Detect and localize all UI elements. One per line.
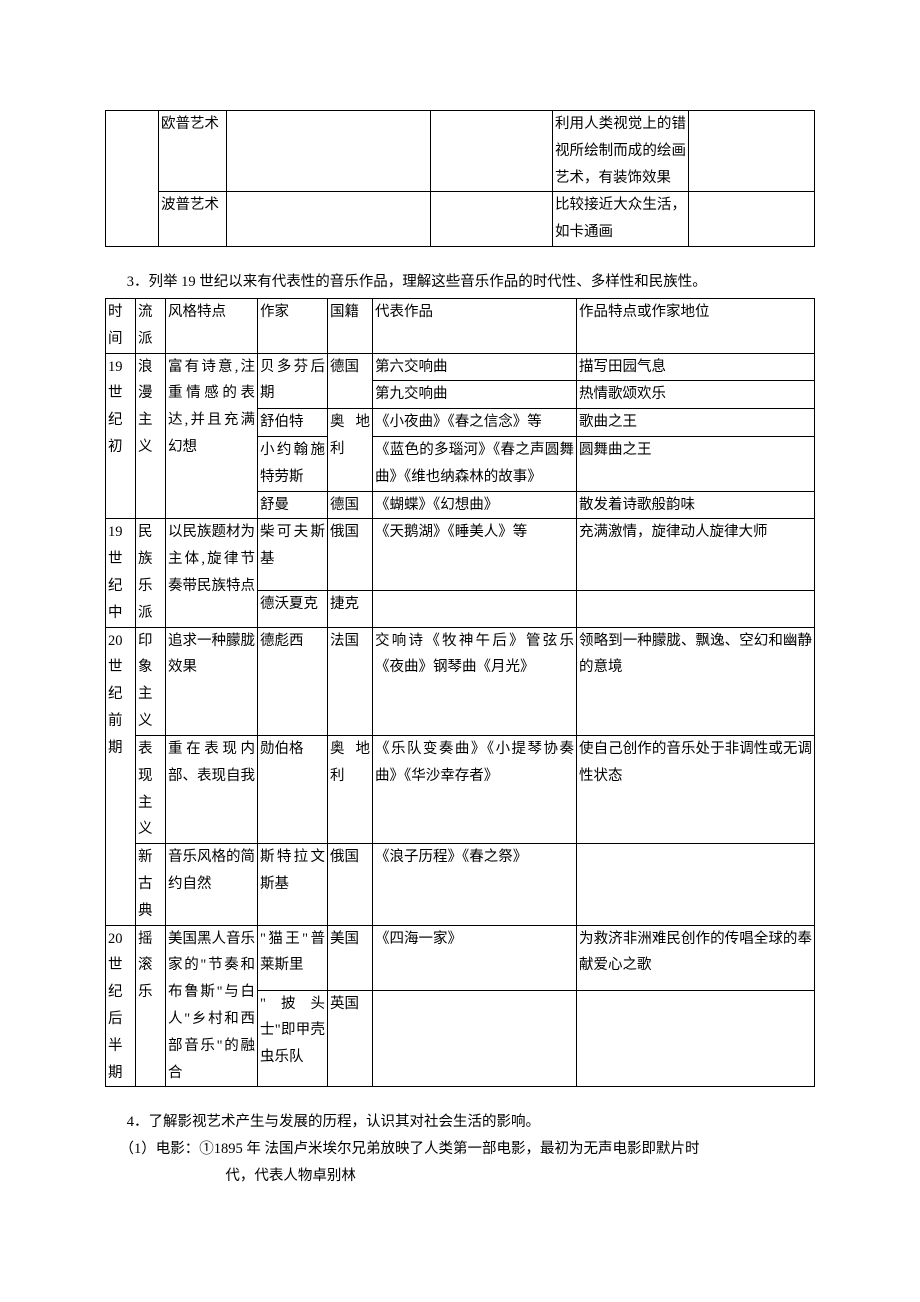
cell-school: 印象主义	[136, 627, 166, 735]
cell-school: 民族乐派	[136, 519, 166, 627]
cell-school: 摇滚乐	[136, 925, 166, 1087]
cell-work: 《四海一家》	[373, 925, 577, 990]
table-row: 表现主义 重在表现内部、表现自我 勋伯格 奥地利 《乐队变奏曲》《小提琴协奏曲》…	[106, 735, 815, 843]
cell	[227, 111, 431, 192]
col-style: 风格特点	[166, 298, 258, 353]
table-header-row: 时间 流派 风格特点 作家 国籍 代表作品 作品特点或作家地位	[106, 298, 815, 353]
table-row: 波普艺术 比较接近大众生活，如卡通画	[106, 192, 815, 247]
cell-note	[577, 591, 815, 628]
cell-work: 《蓝色的多瑙河》《春之声圆舞曲》《维也纳森林的故事》	[373, 436, 577, 491]
cell-nation: 俄国	[328, 519, 373, 591]
cell-work: 《小夜曲》《春之信念》等	[373, 409, 577, 437]
col-nation: 国籍	[328, 298, 373, 353]
cell	[227, 192, 431, 247]
table-row: 20世纪后半期 摇滚乐 美国黑人音乐家的"节奏和布鲁斯"与白人"乡村和西部音乐"…	[106, 925, 815, 990]
cell-note: 热情歌颂欢乐	[577, 381, 815, 409]
film-prefix: （1）电影：①	[120, 1141, 214, 1157]
film-text: 1895 年 法国卢米埃尔兄弟放映了人类第一部电影，最初为无声电影即默片时	[214, 1141, 700, 1157]
cell-author: 斯特拉文斯基	[258, 844, 328, 925]
cell	[689, 192, 815, 247]
cell-work: 《乐队变奏曲》《小提琴协奏曲》《华沙幸存者》	[373, 735, 577, 843]
cell-note	[577, 844, 815, 925]
cell-author: 勋伯格	[258, 735, 328, 843]
cell-author: 贝多芬后期	[258, 353, 328, 409]
cell-nation: 奥地利	[328, 735, 373, 843]
cell-style: 富有诗意,注重情感的表达,并且充满幻想	[166, 353, 258, 519]
cell-work: 第九交响曲	[373, 381, 577, 409]
cell: 波普艺术	[159, 192, 227, 247]
cell-school: 新古典	[136, 844, 166, 925]
cell-nation: 美国	[328, 925, 373, 990]
cell-nation: 奥地利	[328, 409, 373, 491]
cell-work: 《蝴蝶》《幻想曲》	[373, 491, 577, 519]
cell-author: 德彪西	[258, 627, 328, 735]
cell-nation: 俄国	[328, 844, 373, 925]
cell-author: 小约翰施特劳斯	[258, 436, 328, 491]
cell-nation: 捷克	[328, 591, 373, 628]
table-row: 新古典 音乐风格的简约自然 斯特拉文斯基 俄国 《浪子历程》《春之祭》	[106, 844, 815, 925]
cell-era: 20世纪后半期	[106, 925, 136, 1087]
cell-author: 柴可夫斯基	[258, 519, 328, 591]
cell-note: 描写田园气息	[577, 353, 815, 381]
cell	[431, 192, 553, 247]
cell-author: "披头士"即甲壳虫乐队	[258, 990, 328, 1087]
cell-school: 表现主义	[136, 735, 166, 843]
cell-era: 20世纪前期	[106, 627, 136, 925]
cell	[106, 111, 159, 247]
col-era: 时间	[106, 298, 136, 353]
cell-era: 19世纪初	[106, 353, 136, 519]
cell-nation: 德国	[328, 491, 373, 519]
cell-school: 浪漫主义	[136, 353, 166, 519]
film-line-2: 代，代表人物卓别林	[105, 1163, 815, 1190]
cell-note	[577, 990, 815, 1087]
cell-note: 充满激情，旋律动人旋律大师	[577, 519, 815, 591]
table-row: 19世纪初 浪漫主义 富有诗意,注重情感的表达,并且充满幻想 贝多芬后期 德国 …	[106, 353, 815, 381]
cell-note: 圆舞曲之王	[577, 436, 815, 491]
cell-style: 美国黑人音乐家的"节奏和布鲁斯"与白人"乡村和西部音乐"的融合	[166, 925, 258, 1087]
col-work: 代表作品	[373, 298, 577, 353]
cell: 欧普艺术	[159, 111, 227, 192]
cell-author: 舒伯特	[258, 409, 328, 437]
cell-style: 追求一种朦胧效果	[166, 627, 258, 735]
table-row: 20世纪前期 印象主义 追求一种朦胧效果 德彪西 法国 交响诗《牧神午后》管弦乐…	[106, 627, 815, 735]
cell-work: 交响诗《牧神午后》管弦乐《夜曲》钢琴曲《月光》	[373, 627, 577, 735]
cell: 比较接近大众生活，如卡通画	[553, 192, 689, 247]
cell-work	[373, 990, 577, 1087]
cell-note: 散发着诗歌般韵味	[577, 491, 815, 519]
cell-note: 领略到一种朦胧、飘逸、空幻和幽静的意境	[577, 627, 815, 735]
heading-4: 4．了解影视艺术产生与发展的历程，认识其对社会生活的影响。	[105, 1109, 815, 1136]
cell-work: 第六交响曲	[373, 353, 577, 381]
document-page: 欧普艺术 利用人类视觉上的错视所绘制而成的绘画艺术，有装饰效果 波普艺术 比较接…	[0, 0, 920, 1250]
cell-work: 《浪子历程》《春之祭》	[373, 844, 577, 925]
table-row: 欧普艺术 利用人类视觉上的错视所绘制而成的绘画艺术，有装饰效果	[106, 111, 815, 192]
table-row: 19世纪中 民族乐派 以民族题材为主体,旋律节奏带民族特点 柴可夫斯基 俄国 《…	[106, 519, 815, 591]
cell-nation: 德国	[328, 353, 373, 409]
cell-note: 为救济非洲难民创作的传唱全球的奉献爱心之歌	[577, 925, 815, 990]
cell-style: 重在表现内部、表现自我	[166, 735, 258, 843]
cell-nation: 法国	[328, 627, 373, 735]
cell-author: "猫王"普莱斯里	[258, 925, 328, 990]
cell-style: 以民族题材为主体,旋律节奏带民族特点	[166, 519, 258, 627]
cell-note: 使自己创作的音乐处于非调性或无调性状态	[577, 735, 815, 843]
col-author: 作家	[258, 298, 328, 353]
cell-style: 音乐风格的简约自然	[166, 844, 258, 925]
film-paragraph: （1）电影：①1895 年 法国卢米埃尔兄弟放映了人类第一部电影，最初为无声电影…	[105, 1136, 815, 1190]
cell-note: 歌曲之王	[577, 409, 815, 437]
cell-nation: 英国	[328, 990, 373, 1087]
cell	[431, 111, 553, 192]
cell	[689, 111, 815, 192]
cell-era: 19世纪中	[106, 519, 136, 627]
heading-3: 3．列举 19 世纪以来有代表性的音乐作品，理解这些音乐作品的时代性、多样性和民…	[105, 269, 815, 296]
film-line-1: （1）电影：①1895 年 法国卢米埃尔兄弟放映了人类第一部电影，最初为无声电影…	[105, 1136, 815, 1163]
cell-work: 《天鹅湖》《睡美人》等	[373, 519, 577, 591]
music-table: 时间 流派 风格特点 作家 国籍 代表作品 作品特点或作家地位 19世纪初 浪漫…	[105, 298, 815, 1088]
cell-author: 舒曼	[258, 491, 328, 519]
cell-author: 德沃夏克	[258, 591, 328, 628]
col-school: 流派	[136, 298, 166, 353]
cell-work	[373, 591, 577, 628]
cell: 利用人类视觉上的错视所绘制而成的绘画艺术，有装饰效果	[553, 111, 689, 192]
col-note: 作品特点或作家地位	[577, 298, 815, 353]
art-table: 欧普艺术 利用人类视觉上的错视所绘制而成的绘画艺术，有装饰效果 波普艺术 比较接…	[105, 110, 815, 247]
